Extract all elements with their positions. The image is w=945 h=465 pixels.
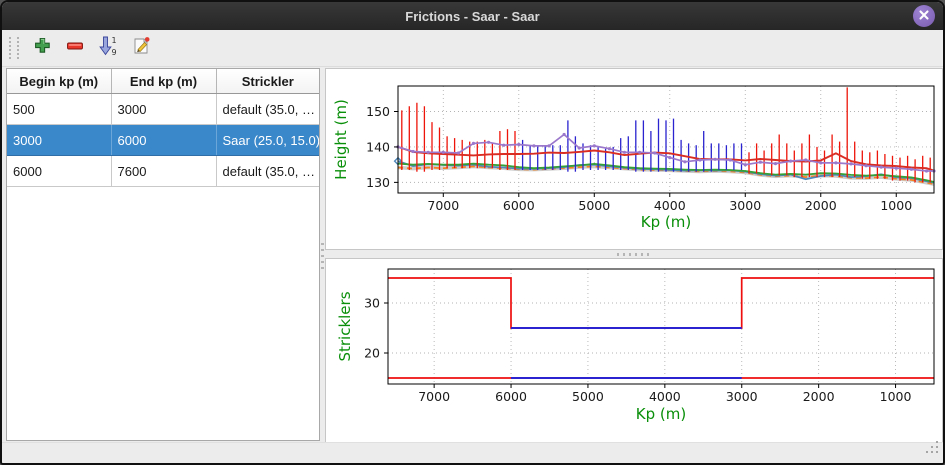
toolbar-drag-handle[interactable] [9,37,19,59]
svg-text:3000: 3000 [726,389,758,404]
svg-text:20: 20 [364,346,380,361]
svg-text:7000: 7000 [427,198,459,213]
height-chart-panel: 7000 6000 5000 4000 3000 2000 1000 130 140 150 Kp … [325,68,943,250]
stricklers-vs-kp-chart: 7000 6000 5000 4000 3000 2000 1000 20 30 Kp (m) St… [336,268,935,423]
svg-text:7000: 7000 [418,389,450,404]
svg-text:2000: 2000 [803,389,835,404]
svg-text:6000: 6000 [503,198,535,213]
toolbar: 1 9 [2,30,943,67]
series-purple-line [396,132,936,173]
series-green-line [397,162,935,183]
cell-begin-kp[interactable]: 6000 [7,155,112,187]
close-button[interactable] [913,5,935,27]
table-header-row: Begin kp (m) End kp (m) Strickler [7,69,319,94]
cell-end-kp[interactable]: 3000 [111,93,217,125]
edit-strickler-button[interactable] [128,35,154,61]
close-icon [918,9,930,24]
statusbar [2,439,943,463]
spikes-blue [521,118,743,172]
cell-begin-kp[interactable]: 3000 [7,124,112,156]
svg-text:6000: 6000 [495,389,527,404]
table-row[interactable]: 500 3000 default (35.0, … [7,93,319,125]
svg-text:30: 30 [364,296,380,311]
vertical-splitter[interactable] [320,68,325,443]
stricklers-chart-panel: 7000 6000 5000 4000 3000 2000 1000 20 30 Kp (m) St… [325,258,943,443]
horizontal-splitter[interactable] [325,250,943,258]
minus-icon [66,37,84,60]
cell-strickler[interactable]: default (35.0, … [216,155,319,187]
svg-text:140: 140 [366,139,390,154]
height-vs-kp-chart: 7000 6000 5000 4000 3000 2000 1000 130 140 150 Kp … [332,85,936,231]
plus-icon [33,36,52,60]
frictions-table-panel: Begin kp (m) End kp (m) Strickler 500 30… [6,68,320,441]
svg-text:9: 9 [112,48,117,57]
svg-text:4000: 4000 [654,198,686,213]
cell-end-kp[interactable]: 7600 [111,155,217,187]
column-header-begin-kp[interactable]: Begin kp (m) [7,69,112,94]
svg-text:1: 1 [112,36,117,45]
cell-end-kp[interactable]: 6000 [111,124,217,156]
splitter-grip [617,252,651,256]
edit-icon [131,36,151,61]
window-title: Frictions - Saar - Saar [405,8,540,24]
series-red-line [397,145,935,172]
frictions-table: Begin kp (m) End kp (m) Strickler 500 30… [7,69,319,187]
sort-rows-button[interactable]: 1 9 [95,35,121,61]
svg-text:150: 150 [366,104,390,119]
svg-text:1000: 1000 [880,389,912,404]
svg-text:4000: 4000 [649,389,681,404]
svg-text:1000: 1000 [880,198,912,213]
splitter-grip [321,242,324,269]
svg-text:3000: 3000 [729,198,761,213]
svg-text:5000: 5000 [578,198,610,213]
column-header-strickler[interactable]: Strickler [216,69,319,94]
svg-text:Kp (m): Kp (m) [636,405,686,423]
cell-strickler[interactable]: Saar (25.0, 15.0) [216,124,319,156]
spikes-red [401,87,931,183]
column-header-end-kp[interactable]: End kp (m) [111,69,217,94]
titlebar[interactable]: Frictions - Saar - Saar [2,2,943,30]
add-row-button[interactable] [29,35,55,61]
table-row-selected[interactable]: 3000 6000 Saar (25.0, 15.0) [7,124,319,156]
grid [388,269,934,384]
table-row[interactable]: 6000 7600 default (35.0, … [7,155,319,187]
cell-begin-kp[interactable]: 500 [7,93,112,125]
resize-grip-icon[interactable] [924,439,940,460]
svg-text:Kp (m): Kp (m) [641,213,691,231]
svg-text:Height (m): Height (m) [332,99,350,180]
remove-row-button[interactable] [62,35,88,61]
svg-text:2000: 2000 [805,198,837,213]
svg-text:130: 130 [366,175,390,190]
cell-strickler[interactable]: default (35.0, … [216,93,319,125]
svg-text:Stricklers: Stricklers [336,291,354,361]
sort-numeric-down-icon: 1 9 [97,35,119,62]
svg-text:5000: 5000 [572,389,604,404]
